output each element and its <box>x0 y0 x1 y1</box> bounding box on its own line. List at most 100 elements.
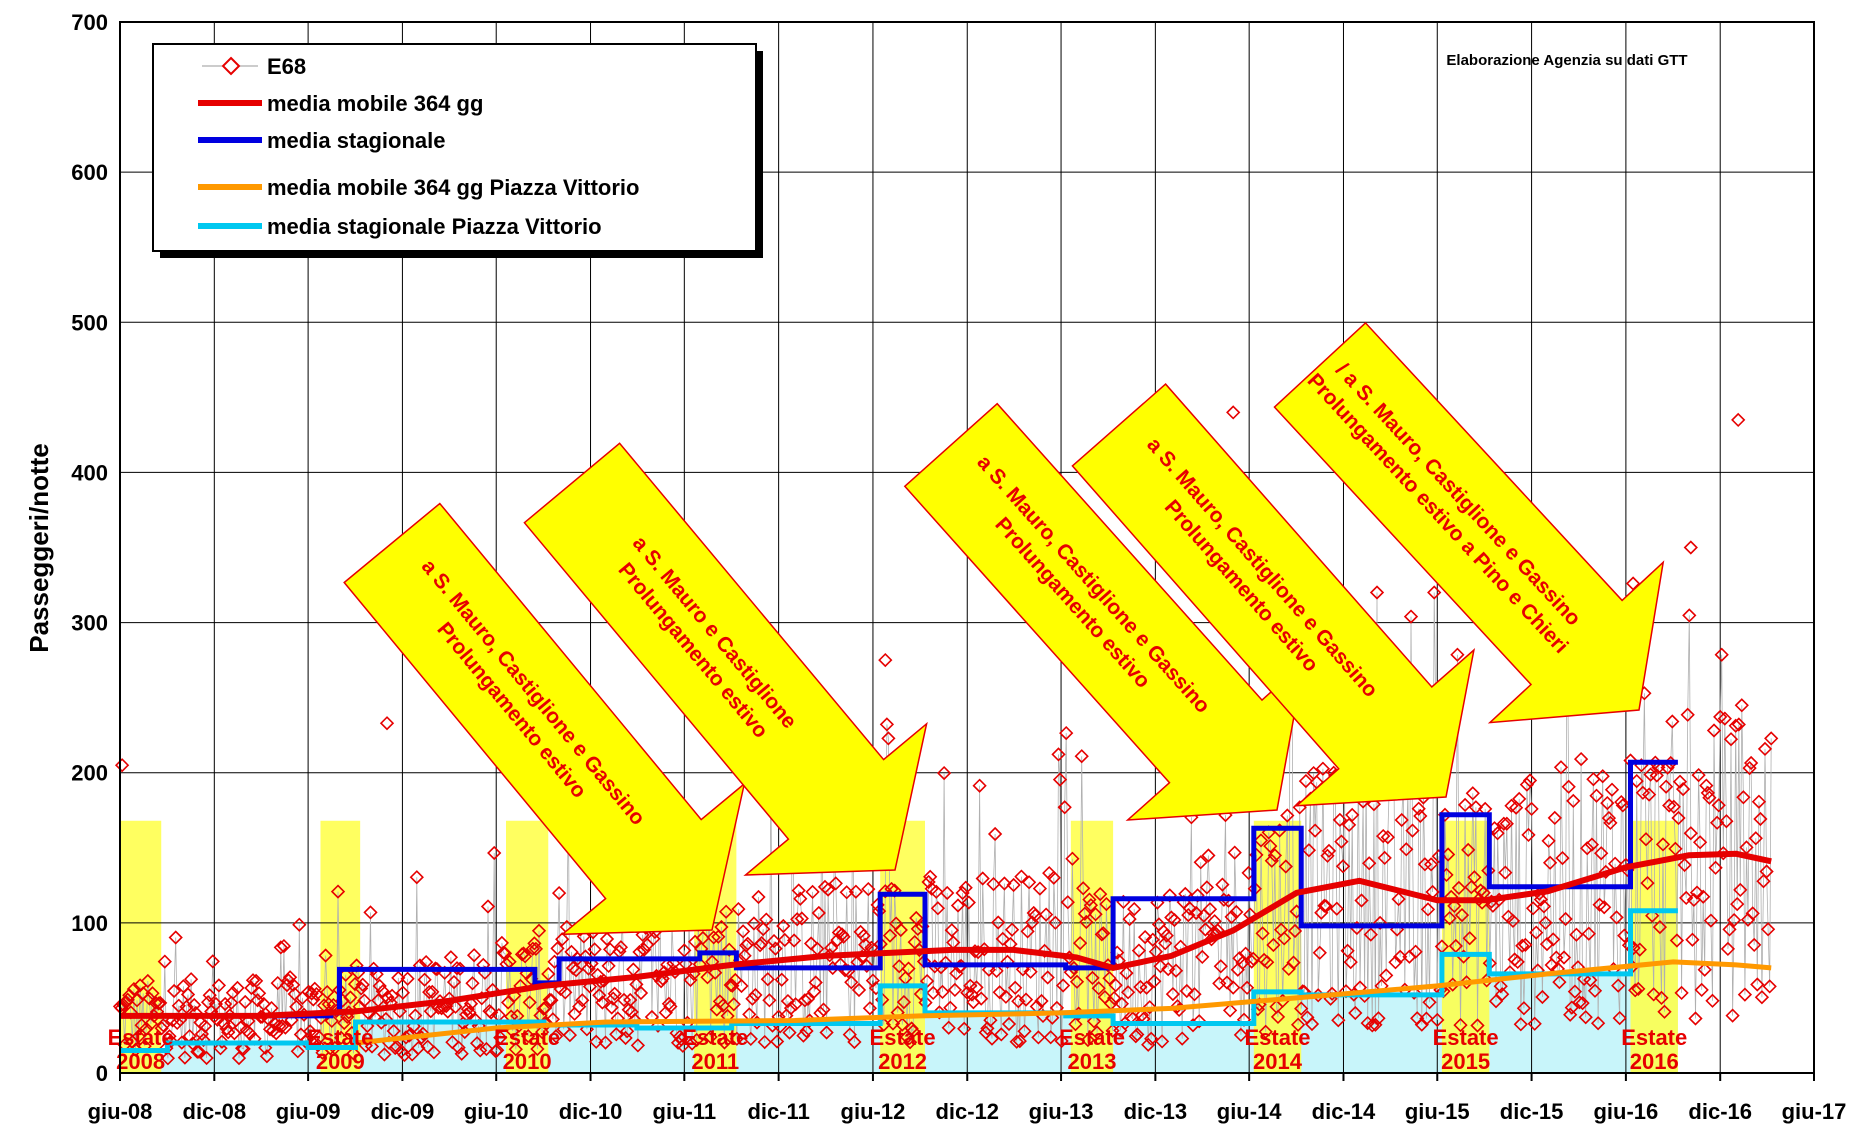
e68-point <box>122 988 137 1003</box>
e68-point <box>1363 927 1378 942</box>
e68-point <box>861 881 876 897</box>
e68-point <box>578 949 593 964</box>
e68-point <box>1541 833 1556 849</box>
e68-point <box>307 981 322 996</box>
e68-point <box>598 1035 613 1050</box>
e68-point <box>1614 794 1629 810</box>
e68-point <box>1394 812 1409 828</box>
e68-point <box>1457 797 1473 813</box>
e68-point <box>375 984 390 999</box>
e68-point <box>1233 1027 1249 1043</box>
e68-point <box>1731 717 1746 732</box>
e68-point <box>1165 986 1181 1002</box>
e68-point <box>1414 1017 1429 1032</box>
e68-point <box>1461 842 1476 858</box>
e68-point <box>865 973 881 988</box>
e68-point <box>333 1030 349 1045</box>
e68-point <box>1340 943 1355 958</box>
e68-point <box>633 985 649 1001</box>
e68-point <box>581 961 596 976</box>
e68-point <box>1731 412 1746 428</box>
x-tick-label: dic-11 <box>747 1099 809 1124</box>
e68-point <box>780 993 796 1009</box>
e68-point <box>1677 857 1692 873</box>
y-tick-label: 600 <box>71 160 108 185</box>
e68-point <box>160 1051 176 1066</box>
e68-point <box>1555 850 1570 866</box>
e68-point <box>722 942 737 957</box>
e68-point <box>1547 810 1562 826</box>
e68-point <box>1535 989 1550 1005</box>
e68-point <box>1106 990 1122 1006</box>
e68-point <box>950 898 966 913</box>
e68-point <box>936 765 952 781</box>
e68-point <box>1527 1016 1542 1031</box>
e68-point <box>905 1024 921 1039</box>
e68-point <box>1403 609 1419 624</box>
e68-point <box>1229 904 1244 920</box>
e68-point <box>1304 1016 1320 1032</box>
e68-point <box>791 883 806 898</box>
e68-point <box>304 986 319 1001</box>
e68-point <box>974 991 989 1006</box>
line-media-mobile-pv <box>355 959 1772 1046</box>
e68-point <box>1345 807 1360 823</box>
e68-point <box>550 941 565 956</box>
e68-point <box>205 954 220 969</box>
e68-point <box>992 985 1007 1000</box>
e68-point <box>1711 798 1726 813</box>
y-tick-label: 200 <box>71 761 108 786</box>
e68-point <box>1122 911 1137 927</box>
e68-point <box>1572 995 1587 1010</box>
x-tick-label: giu-09 <box>276 1099 341 1124</box>
x-tick-label: giu-16 <box>1593 1099 1658 1124</box>
e68-point <box>1584 837 1600 852</box>
e68-point <box>1743 755 1759 771</box>
e68-point <box>364 1039 380 1054</box>
e68-point <box>214 1034 230 1049</box>
e68-point <box>287 986 302 1002</box>
e68-point <box>1188 905 1204 921</box>
e68-point <box>1069 974 1085 989</box>
e68-point <box>531 923 547 938</box>
legend-item-media-mobile-pv: media mobile 364 gg Piazza Vittorio <box>198 175 639 200</box>
e68-point <box>183 972 199 987</box>
e68-point <box>1411 801 1426 816</box>
e68-point <box>216 1016 231 1031</box>
legend-item-e68: E68 <box>202 54 306 79</box>
e68-point <box>1563 1007 1578 1022</box>
e68-point <box>661 996 677 1011</box>
x-tick-label: dic-10 <box>559 1099 623 1124</box>
e68-point <box>1524 801 1539 817</box>
e68-point <box>379 716 395 731</box>
e68-point <box>1032 881 1048 896</box>
e68-point <box>757 1034 772 1050</box>
e68-point <box>759 912 774 927</box>
summer-label-word: Estate <box>108 1025 174 1050</box>
e68-point <box>1655 837 1671 852</box>
e68-point <box>1213 959 1228 974</box>
e68-point <box>378 1011 394 1027</box>
e68-point <box>1529 925 1544 940</box>
e68-point <box>1504 798 1519 813</box>
e68-point <box>562 1027 578 1043</box>
e68-point <box>1324 986 1340 1001</box>
e68-point <box>847 1034 862 1050</box>
e68-point <box>1658 779 1674 794</box>
e68-point <box>1756 874 1771 889</box>
e68-point <box>1199 880 1215 895</box>
e68-point <box>259 1049 275 1064</box>
e68-point <box>1717 711 1732 726</box>
e68-point <box>711 929 726 944</box>
e68-point <box>848 884 864 899</box>
e68-point <box>157 954 172 969</box>
e68-point <box>1702 790 1717 805</box>
e68-point <box>148 995 163 1010</box>
e68-point <box>584 956 599 971</box>
e68-point <box>303 1024 318 1039</box>
e68-point <box>409 870 424 885</box>
e68-point <box>258 1040 273 1055</box>
summer-label-word: Estate <box>1244 1025 1310 1050</box>
y-tick-label: 700 <box>71 10 108 35</box>
e68-point <box>997 876 1012 891</box>
